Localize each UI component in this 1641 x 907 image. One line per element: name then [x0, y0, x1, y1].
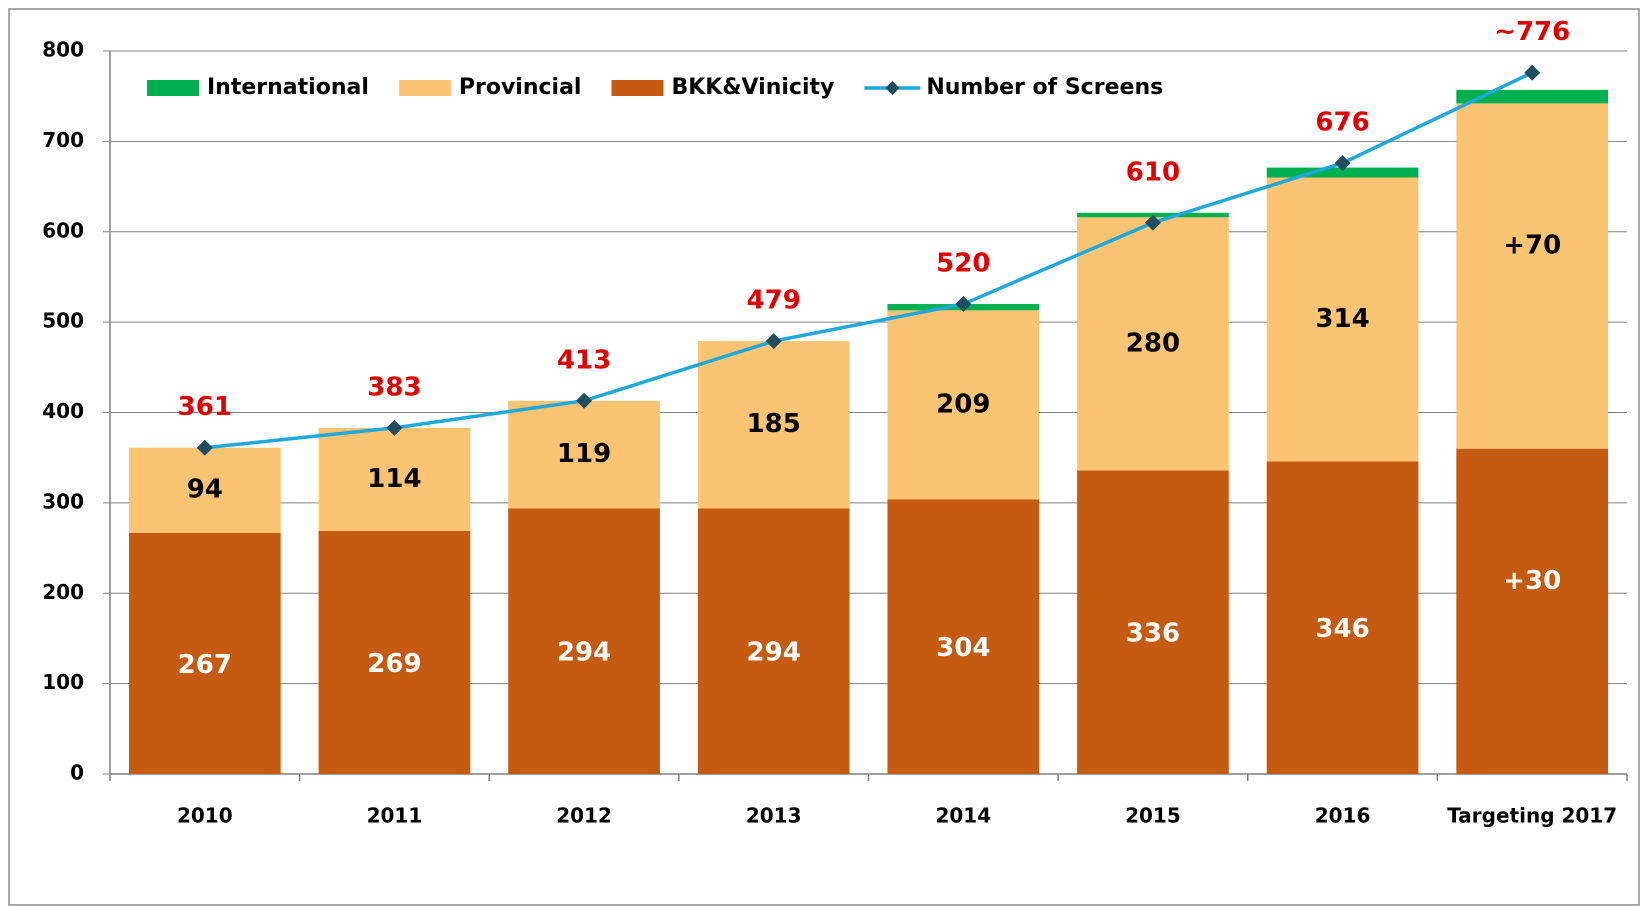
- y-tick-label: 600: [42, 218, 84, 242]
- bar-segment: [887, 310, 1040, 500]
- bar-segment: [697, 341, 850, 509]
- bar-segment: [1456, 103, 1609, 449]
- bar-value-label: 269: [367, 649, 421, 679]
- bar-segment: [508, 400, 660, 509]
- bar-segment: [1456, 448, 1609, 774]
- line-marker: [196, 439, 213, 456]
- x-tick-label: 2015: [1125, 804, 1181, 828]
- y-tick-label: 200: [42, 580, 84, 604]
- y-tick-label: 100: [42, 670, 84, 694]
- line-value-label: 413: [557, 345, 611, 375]
- bar-segment: [318, 530, 471, 774]
- x-tick-label: 2016: [1315, 804, 1371, 828]
- legend-label: BKK&Vinicity: [671, 75, 834, 100]
- bar-value-label: 280: [1126, 328, 1180, 358]
- line-marker: [765, 333, 782, 350]
- bar-segment: [697, 508, 850, 774]
- bar-value-label: 114: [367, 464, 421, 494]
- line-marker: [1334, 155, 1351, 172]
- y-tick-label: 400: [42, 399, 84, 423]
- bar-segment: [1266, 461, 1419, 774]
- y-tick-label: 500: [42, 309, 84, 333]
- legend-swatch: [398, 80, 451, 96]
- line-value-label: 520: [936, 249, 990, 279]
- bar-value-label: 209: [936, 389, 990, 419]
- line-value-label: 610: [1126, 157, 1180, 187]
- bar-segment: [508, 508, 660, 774]
- bar-segment: [318, 427, 471, 531]
- line-marker: [1144, 214, 1161, 231]
- legend-swatch: [147, 80, 199, 96]
- bar-value-label: 294: [557, 638, 611, 668]
- line-series: [204, 71, 1533, 450]
- bar-segment: [1077, 217, 1229, 471]
- x-tick-label: 2013: [746, 804, 802, 828]
- line-marker: [576, 392, 593, 409]
- x-tick-label: 2010: [177, 804, 233, 828]
- line-value-label: ~776: [1494, 17, 1570, 47]
- line-value-label: 383: [367, 372, 421, 402]
- bar-annotation: +30: [1503, 566, 1561, 596]
- bar-value-label: 294: [747, 638, 801, 668]
- bar-value-label: 185: [747, 409, 801, 439]
- line-value-label: 361: [178, 392, 232, 422]
- bar-value-label: 119: [557, 439, 611, 469]
- bar-segment: [1266, 177, 1419, 462]
- x-tick-label: 2011: [367, 804, 423, 828]
- bar-value-label: 314: [1315, 304, 1369, 334]
- bar-value-label: 304: [936, 633, 990, 663]
- line-marker: [955, 296, 972, 313]
- bar-segment: [128, 532, 281, 774]
- legend-marker: [885, 81, 900, 95]
- y-tick-label: 300: [42, 489, 84, 513]
- x-tick-label: 2012: [556, 804, 612, 828]
- bar-segment: [128, 447, 281, 533]
- bar-value-label: 94: [187, 475, 223, 505]
- bar-segment: [887, 499, 1040, 774]
- y-tick-label: 800: [42, 38, 84, 62]
- bar-segment: [1456, 89, 1609, 104]
- y-tick-label: 0: [70, 761, 84, 785]
- legend-label: Number of Screens: [926, 75, 1163, 100]
- line-value-label: 676: [1315, 108, 1369, 138]
- bar-annotation: +70: [1503, 231, 1561, 261]
- bar-value-label: 267: [178, 650, 232, 680]
- legend-label: Provincial: [459, 75, 582, 100]
- line-value-label: 479: [747, 286, 801, 316]
- bar-value-label: 336: [1126, 619, 1180, 649]
- line-marker: [1524, 64, 1541, 81]
- line-marker: [386, 419, 403, 436]
- legend-label: International: [207, 75, 369, 100]
- bar-segment: [1077, 470, 1229, 774]
- x-tick-label: 2014: [935, 804, 991, 828]
- x-tick-label: Targeting 2017: [1447, 804, 1617, 828]
- legend-swatch: [611, 80, 664, 96]
- bar-segment: [1266, 167, 1419, 178]
- bar-value-label: 346: [1315, 614, 1369, 644]
- y-tick-label: 700: [42, 128, 84, 152]
